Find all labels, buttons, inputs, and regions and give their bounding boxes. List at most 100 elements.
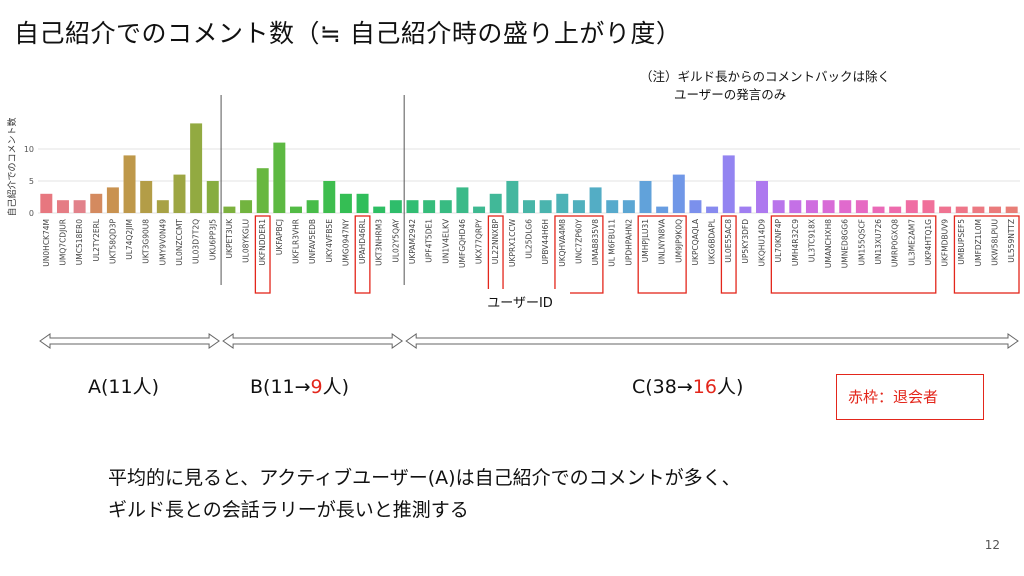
withdrawn-user-box	[354, 215, 371, 294]
bar	[872, 206, 885, 213]
bar	[905, 200, 918, 213]
x-axis-label-background	[470, 289, 570, 317]
x-tick-label: UPDHPAHN2	[624, 219, 633, 266]
bar	[273, 142, 286, 213]
x-tick-label: UNLNYN8VA	[658, 218, 667, 265]
bar	[156, 200, 169, 213]
bar	[822, 200, 835, 213]
withdrawn-legend-box	[836, 374, 984, 420]
bar	[40, 193, 53, 213]
bar	[289, 206, 302, 213]
group-c-label-highlight: 16	[692, 376, 717, 398]
x-tick-label: UL0E55AC8	[724, 219, 733, 263]
slide-title: 自己紹介でのコメント数（≒ 自己紹介時の盛り上がり度）	[14, 19, 682, 48]
group-label-b: B(11→9人)	[250, 372, 349, 399]
x-tick-label: UMNED8GG6	[841, 219, 850, 268]
x-tick-label: UM9JP9K0Q	[674, 219, 683, 263]
group-b-label-prefix: B(11→	[250, 376, 311, 398]
x-tick-label: UL3TC918X	[807, 219, 816, 262]
bar	[1005, 206, 1018, 213]
group-range-arrow	[222, 333, 404, 349]
x-tick-label: UKPRX1CCW	[508, 218, 517, 267]
x-tick-label: UP5KY3DFD	[741, 219, 750, 264]
x-tick-label: UMG0947NY	[341, 219, 350, 266]
withdrawn-user-box	[637, 215, 687, 294]
group-a-label-prefix: A(11人)	[88, 376, 159, 398]
y-tick-label: 0	[29, 209, 34, 218]
bar	[955, 206, 968, 213]
bar	[206, 181, 219, 213]
bar	[323, 181, 336, 213]
x-tick-label: UL22NNXBP	[491, 219, 500, 265]
bar	[256, 168, 269, 213]
y-tick-label: 5	[29, 177, 34, 186]
bar	[972, 206, 985, 213]
bar	[223, 206, 236, 213]
conclusion-line-1: 平均的に見ると、アクティブユーザー(A)は自己紹介でのコメントが多く、	[108, 467, 741, 489]
bar	[373, 206, 386, 213]
bar	[706, 206, 719, 213]
x-tick-label: UPAHD46RL	[358, 218, 367, 264]
x-tick-label: UL M6FBU11	[608, 219, 617, 267]
bar	[106, 187, 119, 213]
page-number: 12	[984, 538, 1000, 552]
bar	[456, 187, 469, 213]
withdrawn-user-box	[254, 215, 271, 294]
x-tick-label: UPBV44H6H	[541, 219, 550, 265]
x-tick-label: UNFAV5EDB	[308, 219, 317, 264]
withdrawn-user-box	[720, 215, 737, 294]
bar	[389, 200, 402, 213]
x-tick-label: UKT3NHRM3	[375, 219, 384, 266]
x-tick-label: UM155QSCF	[857, 219, 866, 266]
bar	[989, 206, 1002, 213]
x-tick-label: UKFNDDER1	[258, 219, 267, 266]
bar	[622, 200, 635, 213]
x-tick-label: UMH4R32C9	[791, 219, 800, 266]
withdrawn-user-box	[770, 215, 937, 294]
bar	[855, 200, 868, 213]
bar	[240, 200, 253, 213]
x-tick-label: UMY9V0N49	[158, 219, 167, 266]
x-tick-label: UL74Q2JIM	[125, 219, 134, 260]
bar	[889, 206, 902, 213]
bar	[572, 200, 585, 213]
bar	[56, 200, 69, 213]
bar	[190, 123, 203, 213]
bar	[439, 200, 452, 213]
x-tick-label: UKPET3UK	[225, 218, 234, 259]
group-b-label-highlight: 9	[310, 376, 323, 398]
group-label-c: C(38→16人)	[632, 372, 743, 399]
x-tick-label: UMANCHXH8	[824, 219, 833, 268]
bar	[73, 200, 86, 213]
x-tick-label: UN0HCK74M	[42, 219, 51, 267]
x-tick-label: UN13XU726	[874, 219, 883, 265]
x-tick-label: UKQHU14D9	[758, 219, 767, 267]
bar	[722, 155, 735, 213]
x-tick-label: UKPAM2942	[408, 219, 417, 264]
conclusion-text: 平均的に見ると、アクティブユーザー(A)は自己紹介でのコメントが多く、 ギルド長…	[108, 462, 741, 526]
bar	[423, 200, 436, 213]
group-brackets	[39, 333, 1019, 349]
note-line-1: （注）ギルド長からのコメントバックは除く	[640, 69, 891, 84]
chart-note: （注）ギルド長からのコメントバックは除く ユーザーの発言のみ	[640, 68, 890, 104]
bar	[539, 200, 552, 213]
x-tick-label: UL3ME2AM7	[907, 219, 916, 266]
bar	[922, 200, 935, 213]
group-c-label-suffix: 人)	[716, 376, 744, 398]
x-tick-label: UPF4T5DE1	[425, 219, 434, 263]
x-tick-label: UMQ7CDJUR	[58, 219, 67, 266]
x-tick-label: UL02Y5QAY	[391, 219, 400, 263]
bar	[939, 206, 952, 213]
group-label-a: A(11人)	[88, 372, 159, 399]
x-tick-label: UMBUPSEF5	[957, 219, 966, 265]
bar	[589, 187, 602, 213]
x-tick-label: UL0NZCCMT	[175, 219, 184, 266]
bar	[306, 200, 319, 213]
withdrawn-legend-label: 赤枠：退会者	[848, 388, 939, 406]
x-tick-label: UL25DLG6	[525, 219, 534, 259]
bar	[672, 174, 685, 213]
x-tick-label: UKFAPBCJ	[275, 219, 284, 255]
bar	[173, 174, 186, 213]
bar	[556, 193, 569, 213]
conclusion-line-2: ギルド長との会話ラリーが長いと推測する	[108, 499, 469, 521]
